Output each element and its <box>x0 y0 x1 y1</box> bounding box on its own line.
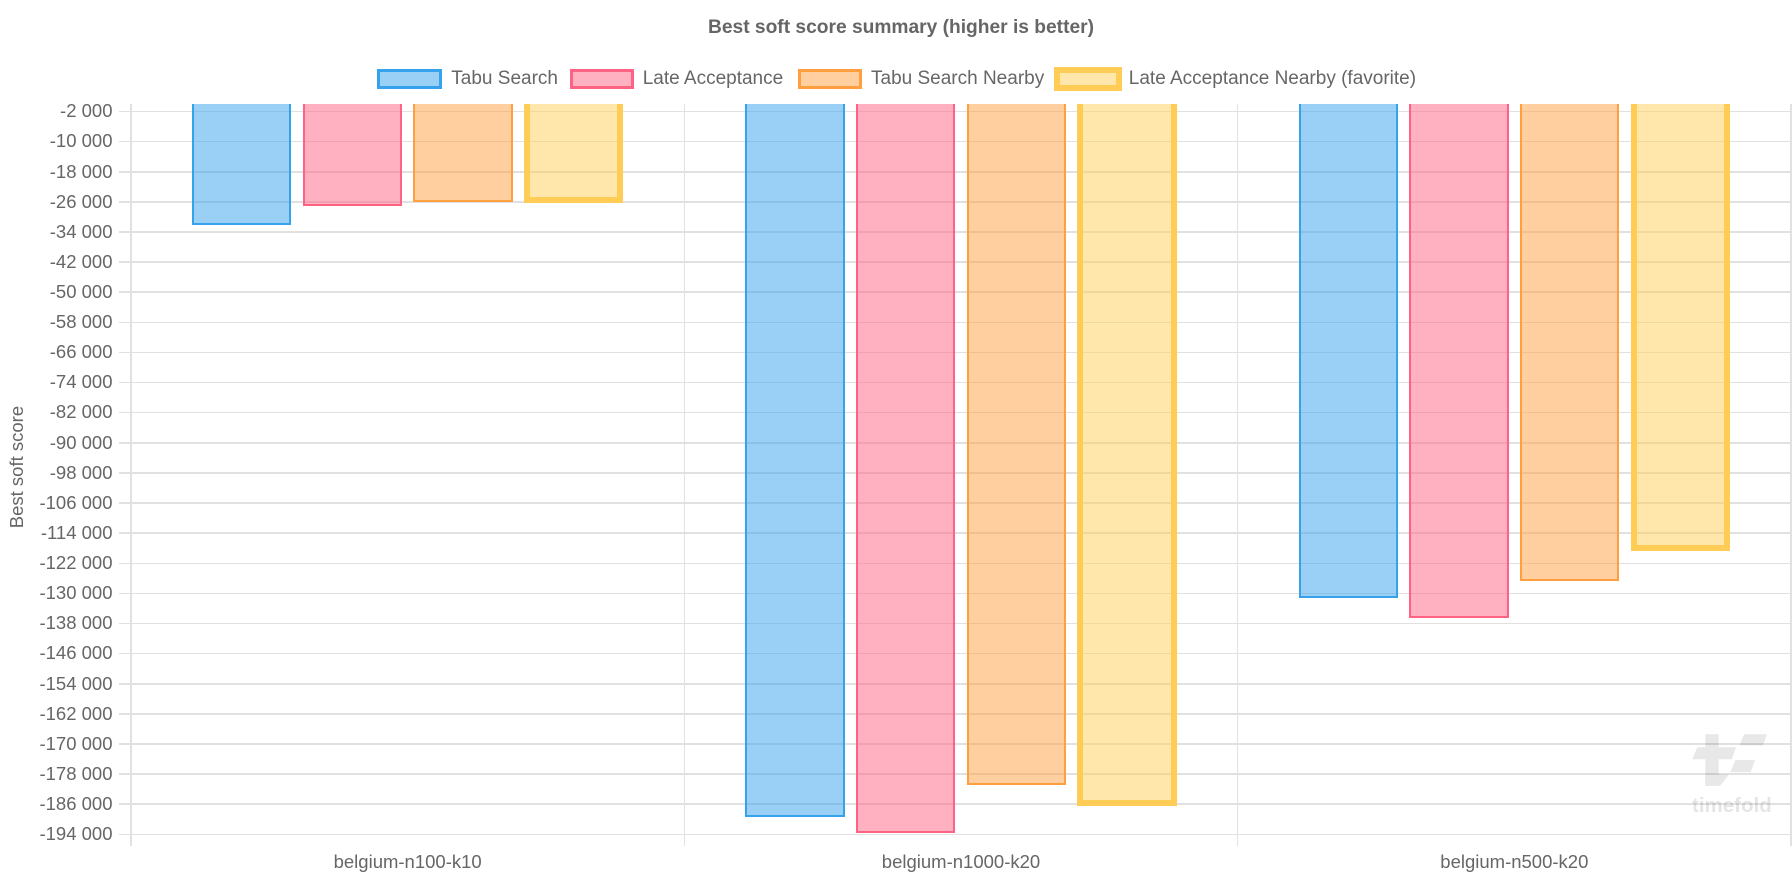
svg-text:timefold: timefold <box>1692 794 1772 817</box>
